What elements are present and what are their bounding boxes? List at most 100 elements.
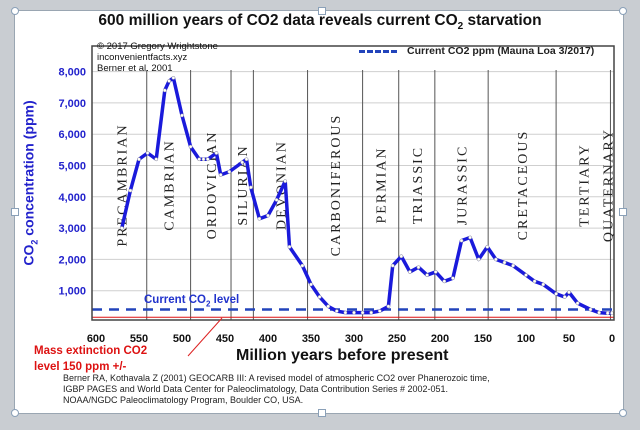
x-tick-label: 0 [609,333,615,345]
data-point [248,185,253,190]
resize-handle-tl[interactable] [11,7,19,15]
x-tick-label: 50 [563,333,575,345]
data-point [300,263,305,268]
period-label: TERTIARY [577,143,592,227]
period-label: CARBONIFEROUS [329,114,344,257]
data-point [442,279,447,284]
data-point [180,113,184,118]
period-label: CRETACEOUS [516,130,531,241]
data-point [390,263,395,268]
period-label: CAMBRIAN [163,139,178,230]
x-tick-label: 450 [216,333,234,345]
legend-dash-marker [359,49,397,53]
data-point [128,188,133,193]
data-point [377,309,382,313]
data-point [283,179,288,183]
resize-handle-bottom[interactable] [318,409,326,417]
data-point [287,245,292,249]
current-level-label: Current CO2 level [144,294,240,309]
data-point [188,144,193,149]
data-point [167,79,171,83]
data-point [137,157,141,162]
period-label: PERMIAN [375,146,390,223]
y-tick-label: 2,000 [58,254,86,266]
citation-line-3: NOAA/NGDC Paleoclimatology Program, Boul… [63,395,304,405]
annotation-arrow [187,317,223,357]
slide-frame[interactable] [14,10,624,414]
citation-line-2: IGBP PAGES and World Data Center for Pal… [63,384,449,394]
data-point [399,254,404,259]
data-point [205,157,210,162]
data-point [605,311,610,316]
data-point [459,238,464,243]
resize-handle-br[interactable] [619,409,627,417]
x-tick-label: 250 [388,333,406,345]
resize-handle-top[interactable] [318,7,326,15]
credit-source: Berner et al. 2001 [97,63,173,74]
data-point [476,257,481,262]
period-label: QUATERNARY [601,128,616,242]
data-point [274,198,279,202]
legend-label: Current CO2 ppm (Mauna Loa 3/2017) [407,45,595,57]
data-point [408,270,412,274]
data-point [343,310,348,315]
data-point [524,273,528,277]
data-point [214,151,219,155]
x-tick-label: 100 [517,333,535,345]
mass-extinction-line-1: Mass extinction CO2 [34,345,148,357]
period-label: JURASSIC [456,145,471,226]
x-tick-label: 150 [474,333,492,345]
data-point [468,235,472,240]
data-point [240,160,245,165]
data-point [433,270,438,274]
data-point [119,226,124,230]
co2-series-line [120,76,612,315]
data-point [326,304,331,309]
data-point [575,301,580,306]
data-point [451,276,455,281]
mass-extinction-line-2: level 150 ppm +/- [34,361,127,373]
y-tick-label: 8,000 [58,67,86,79]
x-tick-label: 200 [431,333,449,345]
data-point [588,307,593,312]
resize-handle-right[interactable] [619,208,627,216]
y-tick-label: 4,000 [58,192,86,204]
data-point [162,88,167,93]
x-tick-label: 400 [259,333,277,345]
data-point [244,157,249,162]
data-point [266,213,270,218]
data-point [554,291,558,296]
x-tick-label: 350 [302,333,320,345]
x-axis-label: Million years before present [236,347,449,364]
data-point [317,295,322,299]
resize-handle-bl[interactable] [11,409,19,417]
data-point [257,216,262,221]
data-point [171,76,176,80]
data-point [154,157,159,162]
data-point [610,311,614,316]
data-point [485,245,490,249]
data-point [502,260,507,265]
y-tick-label: 5,000 [58,161,86,173]
period-label: TRIASSIC [411,146,426,224]
plot-frame [91,45,615,321]
data-point [532,279,537,284]
data-point [309,282,313,287]
data-point [334,309,339,313]
data-point [541,282,546,287]
data-point [597,310,601,315]
data-point [425,273,429,277]
resize-handle-tr[interactable] [619,7,627,15]
credit-website: inconvenientfacts.xyz [97,52,188,63]
data-point [369,310,374,315]
chart-title: 600 million years of CO2 data reveals cu… [98,12,542,33]
credit-copyright: © 2017 Gregory Wrightstone [97,41,218,52]
data-point [494,257,498,262]
resize-handle-left[interactable] [11,208,19,216]
data-point [227,169,232,174]
data-point [352,310,356,315]
x-tick-label: 550 [130,333,148,345]
data-point [197,157,202,162]
legend: Current CO2 ppm (Mauna Loa 3/2017) [359,45,594,57]
